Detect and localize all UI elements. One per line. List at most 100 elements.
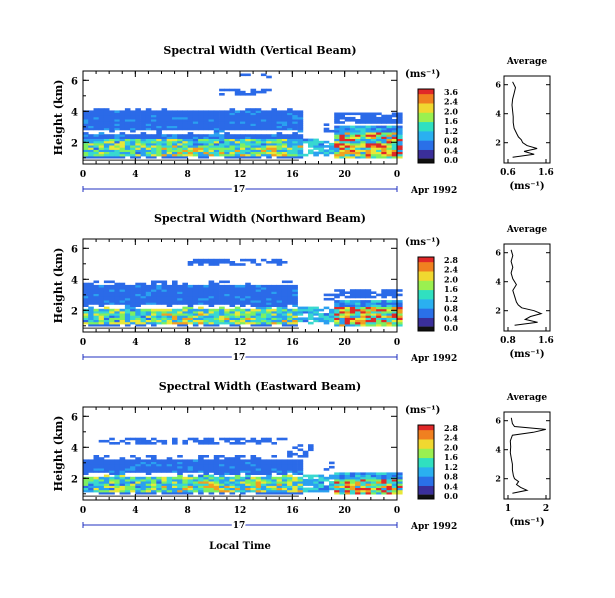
heatmap-cell bbox=[88, 114, 94, 118]
heatmap-cell bbox=[255, 295, 262, 299]
heatmap-cell bbox=[240, 478, 246, 482]
heatmap-cell bbox=[172, 319, 178, 323]
heatmap-cell bbox=[365, 114, 372, 118]
heatmap-cell bbox=[287, 489, 293, 493]
heatmap-cell bbox=[229, 478, 236, 482]
heatmap-cell bbox=[365, 491, 372, 495]
colorbar-tick-label: 1.6 bbox=[444, 116, 458, 126]
x-tick-label: 0 bbox=[394, 338, 400, 348]
heatmap-cell bbox=[88, 123, 94, 126]
heatmap-cell bbox=[109, 112, 115, 116]
heatmap-cell bbox=[156, 293, 162, 297]
heatmap-cell bbox=[281, 280, 288, 284]
heatmap-cell bbox=[187, 470, 194, 473]
heatmap-cell bbox=[130, 114, 136, 118]
heatmap-cell bbox=[391, 145, 398, 148]
colorbar-swatch bbox=[418, 158, 434, 163]
heatmap-cell bbox=[391, 134, 398, 137]
heatmap-cell bbox=[260, 287, 267, 290]
heatmap-cell bbox=[349, 291, 356, 294]
heatmap-cell bbox=[281, 293, 288, 297]
heatmap-cell bbox=[271, 284, 277, 288]
heatmap-cell bbox=[355, 304, 361, 307]
colorbar-swatch bbox=[418, 261, 434, 263]
heatmap-cell bbox=[198, 461, 204, 465]
heatmap-cell bbox=[391, 317, 398, 320]
heatmap-cell bbox=[203, 147, 209, 150]
heatmap-cell bbox=[276, 478, 283, 482]
heatmap-cell bbox=[245, 258, 251, 262]
heatmap-cell bbox=[166, 123, 173, 126]
heatmap-cell bbox=[381, 321, 387, 325]
heatmap-cell bbox=[156, 302, 162, 305]
heatmap-cell bbox=[349, 138, 356, 142]
colorbar-swatch bbox=[418, 117, 434, 120]
heatmap-cell bbox=[297, 483, 304, 486]
heatmap-cell bbox=[182, 155, 188, 159]
heatmap-cell bbox=[355, 155, 361, 159]
average-frame bbox=[503, 411, 551, 500]
heatmap-cell bbox=[192, 134, 199, 137]
heatmap-cell bbox=[203, 300, 209, 303]
heatmap-cell bbox=[255, 284, 262, 288]
heatmap-cell bbox=[260, 478, 267, 482]
heatmap-cell bbox=[145, 317, 152, 320]
heatmap-cell bbox=[187, 147, 194, 150]
heatmap-cell bbox=[135, 302, 141, 305]
heatmap-cell bbox=[281, 149, 288, 152]
heatmap-cell bbox=[145, 108, 152, 111]
heatmap-cell bbox=[177, 293, 183, 297]
heatmap-cell bbox=[260, 121, 267, 124]
heatmap-cell bbox=[255, 297, 262, 301]
heatmap-cell bbox=[245, 459, 251, 462]
heatmap-cell bbox=[156, 465, 162, 469]
heatmap-cell bbox=[224, 132, 230, 135]
heatmap-cell bbox=[281, 153, 288, 157]
heatmap-cell bbox=[376, 306, 382, 310]
heatmap-cell bbox=[187, 478, 194, 482]
heatmap-cell bbox=[130, 134, 136, 137]
heatmap-cell bbox=[219, 459, 225, 462]
heatmap-cell bbox=[151, 483, 157, 486]
heatmap-cell bbox=[281, 474, 288, 478]
heatmap-cell bbox=[119, 476, 126, 480]
heatmap-cell bbox=[187, 142, 194, 146]
heatmap-cell bbox=[187, 123, 194, 126]
heatmap-cell bbox=[391, 315, 398, 318]
heatmap-cell bbox=[313, 474, 319, 478]
heatmap-cell bbox=[234, 474, 241, 478]
heatmap-cell bbox=[124, 489, 131, 493]
heatmap-cell bbox=[93, 489, 100, 493]
heatmap-cell bbox=[83, 310, 89, 314]
heatmap-cell bbox=[245, 468, 251, 471]
heatmap-cell bbox=[124, 313, 131, 316]
heatmap-cell bbox=[203, 297, 209, 301]
heatmap-cell bbox=[140, 481, 147, 484]
heatmap-cell bbox=[360, 116, 366, 120]
heatmap-cell bbox=[229, 261, 236, 264]
heatmap-cell bbox=[391, 121, 398, 124]
heatmap-cell bbox=[88, 470, 94, 473]
heatmap-cell bbox=[135, 489, 141, 493]
heatmap-cell bbox=[198, 297, 204, 301]
heatmap-cell bbox=[192, 114, 199, 118]
heatmap-cell bbox=[182, 463, 188, 467]
heatmap-cell bbox=[151, 455, 157, 458]
heatmap-cell bbox=[130, 321, 136, 325]
heatmap-cell bbox=[355, 145, 361, 148]
heatmap-cell bbox=[381, 310, 387, 314]
heatmap-cell bbox=[140, 315, 147, 318]
heatmap-cell bbox=[203, 289, 209, 292]
heatmap-cell bbox=[292, 476, 298, 480]
heatmap-cell bbox=[365, 478, 372, 482]
heatmap-cell bbox=[292, 310, 298, 314]
heatmap-cell bbox=[266, 119, 272, 122]
heatmap-cell bbox=[297, 487, 304, 491]
colorbar-swatch bbox=[418, 479, 434, 482]
heatmap-cell bbox=[103, 491, 110, 495]
heatmap-cell bbox=[287, 481, 293, 484]
colorbar-swatch bbox=[418, 321, 434, 323]
heatmap-cell bbox=[260, 258, 267, 262]
heatmap-cell bbox=[166, 321, 173, 325]
heatmap-cell bbox=[287, 310, 293, 314]
